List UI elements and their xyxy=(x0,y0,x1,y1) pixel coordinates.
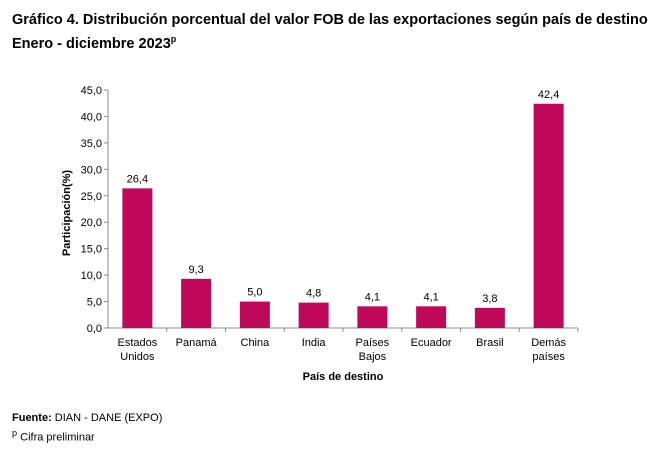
bar-chart: 0,0 5,0 10,0 15,0 20,0 25,0 30,0 35,0 40,0 45,0 Pa… xyxy=(61,85,579,383)
y-tick-label: 0,0 xyxy=(87,323,102,335)
title-line-2: Enero - diciembre 2023p xyxy=(12,30,648,54)
y-tick-label: 5,0 xyxy=(87,297,102,309)
x-tick-label-line: India xyxy=(302,337,327,349)
bar xyxy=(181,278,212,328)
y-axis-title: Participación(%) xyxy=(61,170,73,257)
title-preliminary-mark: p xyxy=(170,34,177,44)
source-note: Fuente: DIAN - DANE (EXPO) xyxy=(12,411,162,425)
x-tick-label: Países Bajos xyxy=(356,337,390,363)
bar xyxy=(298,302,329,328)
bar xyxy=(474,307,505,328)
bar xyxy=(533,103,564,328)
x-tick-label-line: Países xyxy=(356,337,390,349)
note-mark: p xyxy=(12,428,18,438)
source-text: DIAN - DANE (EXPO) xyxy=(51,412,163,424)
x-tick-label-line: Panamá xyxy=(176,337,218,349)
y-tick-label: 20,0 xyxy=(81,217,102,229)
chart-title: Gráfico 4. Distribución porcentual del v… xyxy=(12,11,648,54)
bar-value-label: 4,8 xyxy=(306,288,321,300)
y-tick-label: 35,0 xyxy=(81,138,102,150)
y-tick-label: 30,0 xyxy=(81,164,102,176)
x-tick-label: Brasil xyxy=(476,337,504,349)
y-tick-label: 25,0 xyxy=(81,191,102,203)
title-line-1: Gráfico 4. Distribución porcentual del v… xyxy=(12,12,648,28)
bar xyxy=(416,306,447,328)
bar-value-label: 4,1 xyxy=(365,291,380,303)
bar-value-label: 26,4 xyxy=(127,173,148,185)
source-label: Fuente: xyxy=(12,412,52,424)
bar xyxy=(122,188,153,328)
note-text: Cifra preliminar xyxy=(17,431,95,444)
preliminary-note: p Cifra preliminar xyxy=(12,426,95,445)
x-tick-label-line: China xyxy=(241,337,271,349)
x-tick-label-line: países xyxy=(532,351,565,363)
y-tick-label: 10,0 xyxy=(81,270,102,282)
x-tick-label: Ecuador xyxy=(411,337,452,349)
y-tick-label: 15,0 xyxy=(81,244,102,256)
x-tick-label: India xyxy=(302,337,327,349)
bar-value-label: 42,4 xyxy=(538,89,559,101)
bar xyxy=(239,301,270,328)
bar-value-label: 4,1 xyxy=(423,291,438,303)
x-tick-label-line: Estados xyxy=(118,337,158,349)
bar xyxy=(357,306,388,328)
bar-value-label: 3,8 xyxy=(482,293,497,305)
x-tick-label-line: Bajos xyxy=(359,351,387,363)
x-tick-label: Estados Unidos xyxy=(118,337,158,363)
x-tick-label-line: Unidos xyxy=(120,351,155,363)
x-tick-label-line: Ecuador xyxy=(411,337,452,349)
x-tick-label: Panamá xyxy=(176,337,218,349)
bar-value-label: 5,0 xyxy=(247,287,262,299)
x-tick-label-line: Brasil xyxy=(476,337,504,349)
y-tick-label: 40,0 xyxy=(81,111,102,123)
y-tick-label: 45,0 xyxy=(81,85,102,97)
x-tick-label-line: Demás xyxy=(531,337,566,349)
x-tick-label: China xyxy=(241,337,271,349)
title-period: Enero - diciembre 2023 xyxy=(12,35,171,52)
bar-value-label: 9,3 xyxy=(188,264,203,276)
x-tick-label: Demás países xyxy=(531,337,566,363)
x-axis-title: País de destino xyxy=(303,371,384,383)
